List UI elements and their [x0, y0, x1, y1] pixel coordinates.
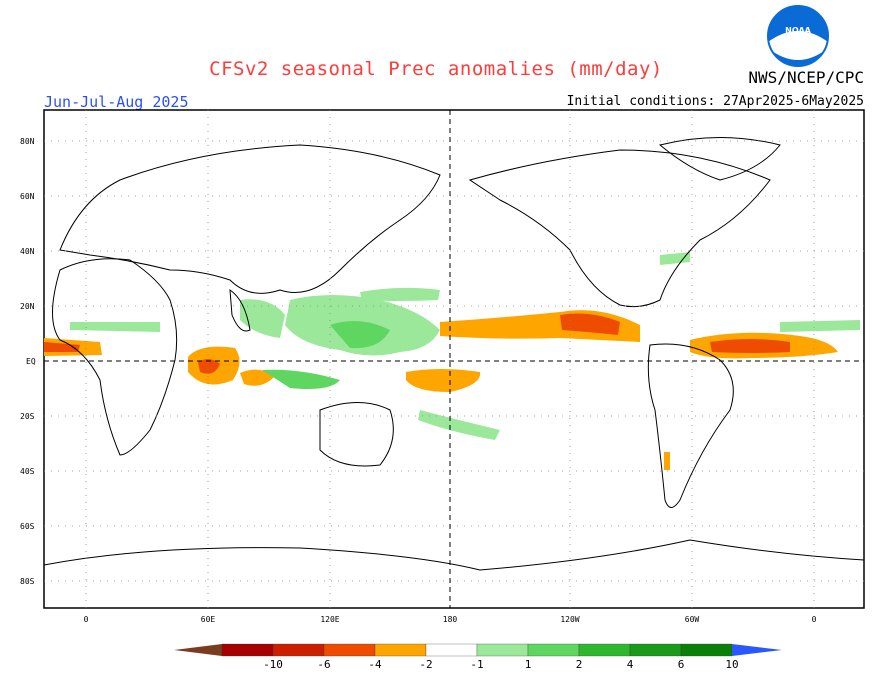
colorbar-swatch — [272, 643, 325, 657]
colorbar-swatch — [629, 643, 682, 657]
lon-labels: 0 60E 120E 180 120W 60W 0 — [84, 615, 817, 624]
lat-label: EQ — [26, 357, 36, 366]
colorbar-label: 1 — [525, 658, 532, 671]
lon-label: 60W — [685, 615, 700, 624]
lat-labels: 80N 60N 40N 20N EQ 20S 40S 60S 80S — [20, 137, 36, 586]
colorbar-swatch — [527, 643, 580, 657]
colorbar-label: -6 — [317, 658, 330, 671]
colorbar-label: 4 — [627, 658, 634, 671]
map-title: CFSv2 seasonal Prec anomalies (mm/day) — [209, 58, 663, 80]
colorbar-swatch — [425, 643, 478, 657]
colorbar-swatch — [578, 643, 631, 657]
colorbar-label: 2 — [576, 658, 583, 671]
org-label: NWS/NCEP/CPC — [748, 68, 864, 87]
lon-label: 0 — [812, 615, 817, 624]
colorbar-label: 6 — [678, 658, 685, 671]
coastlines — [43, 137, 865, 571]
colorbar-label: -4 — [368, 658, 382, 671]
colorbar-swatch — [221, 643, 274, 657]
colorbar-left-arrow — [174, 644, 222, 656]
lat-label: 60N — [20, 192, 35, 201]
colorbar: -10 -6 -4 -2 -1 1 2 4 6 10 — [174, 643, 782, 671]
lat-label: 20N — [20, 302, 35, 311]
colorbar-label: -2 — [419, 658, 432, 671]
lat-label: 80S — [20, 577, 35, 586]
lat-label: 40N — [20, 247, 35, 256]
colorbar-swatch — [374, 643, 427, 657]
lon-label: 0 — [84, 615, 89, 624]
lon-label: 60E — [201, 615, 216, 624]
colorbar-label: -10 — [263, 658, 283, 671]
colorbar-label: 10 — [725, 658, 738, 671]
lon-label: 180 — [443, 615, 458, 624]
colorbar-swatch — [476, 643, 529, 657]
colorbar-right-arrow — [732, 644, 782, 656]
colorbar-swatch — [680, 643, 733, 657]
lon-label: 120W — [560, 615, 579, 624]
lat-label: 40S — [20, 467, 35, 476]
lat-label: 60S — [20, 522, 35, 531]
colorbar-swatch — [323, 643, 376, 657]
lat-label: 20S — [20, 412, 35, 421]
period-label: Jun-Jul-Aug 2025 — [44, 93, 189, 111]
lon-label: 120E — [320, 615, 339, 624]
svg-text:NOAA: NOAA — [785, 26, 811, 35]
noaa-logo: NOAA — [767, 5, 829, 67]
map-frame — [43, 109, 865, 609]
initial-conditions-label: Initial conditions: 27Apr2025-6May2025 — [566, 94, 864, 109]
anomaly-fields — [44, 252, 860, 470]
colorbar-label: -1 — [470, 658, 483, 671]
lat-label: 80N — [20, 137, 35, 146]
